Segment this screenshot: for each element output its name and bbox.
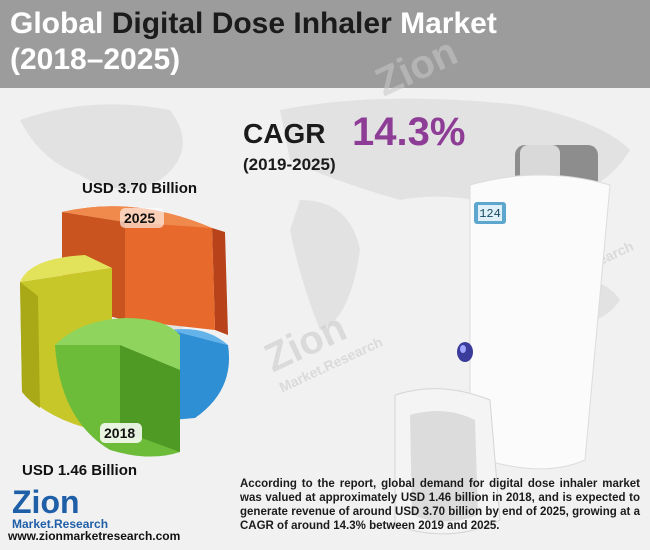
logo-name: Zion: [12, 484, 80, 520]
cagr-value: 14.3%: [352, 110, 466, 154]
title-part: Digital Dose Inhaler: [111, 7, 392, 40]
title-period: (2018–2025): [10, 43, 181, 76]
logo-sub: Market.Research: [12, 517, 108, 531]
top-year: 2025: [124, 210, 156, 226]
bottom-value: USD 1.46 Billion: [22, 462, 138, 479]
title-part: Global: [10, 7, 104, 40]
description: According to the report, global demand f…: [240, 478, 640, 532]
brand-url: www.zionmarketresearch.com: [8, 529, 181, 543]
pie-graphic: [20, 206, 230, 457]
title-part: Market: [400, 7, 497, 40]
header-band: [0, 0, 650, 88]
cagr-period: (2019-2025): [243, 155, 336, 174]
top-value: USD 3.70 Billion: [82, 180, 198, 197]
cagr-label: CAGR: [243, 118, 326, 149]
logo: Zion Market.Research: [12, 484, 108, 531]
device-display: 124: [479, 207, 501, 221]
inhaler: 124: [394, 145, 611, 535]
title: Global Digital Dose Inhaler Market (2018…: [10, 6, 640, 78]
bottom-year: 2018: [104, 425, 136, 441]
